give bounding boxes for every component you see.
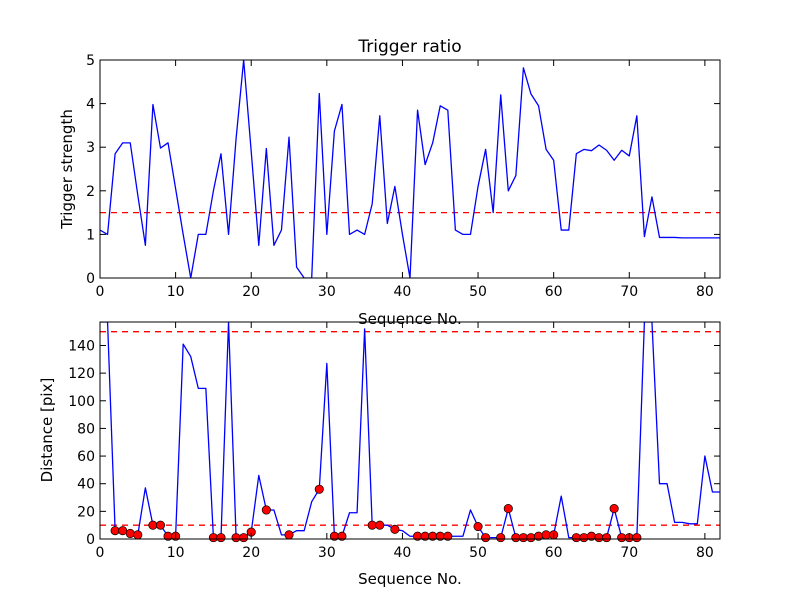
bottom-y-tick-label: 120: [68, 366, 95, 382]
top-x-tick-label: 50: [469, 284, 487, 300]
bottom-x-tick-label: 70: [620, 545, 638, 561]
top-y-tick-label: 3: [86, 140, 95, 156]
bottom-x-tick-label: 40: [394, 545, 412, 561]
bottom-marker-point: [148, 520, 158, 530]
chart-title: Trigger ratio: [357, 37, 461, 57]
bottom-marker-point: [481, 533, 491, 543]
bottom-plot-area: 0 10 20 30 40 50 60 70 80 0 20 40 60 80 100 120 140: [68, 321, 721, 561]
bottom-marker-point: [518, 533, 528, 543]
bottom-x-tick-label: 20: [242, 545, 260, 561]
bottom-y-tick-label: 140: [68, 338, 95, 354]
bottom-marker-point: [511, 533, 521, 543]
bottom-clipped-group: [100, 322, 720, 539]
bottom-marker-point: [367, 520, 377, 530]
bottom-y-tick-label: 0: [86, 532, 95, 548]
top-y-tick-label: 0: [86, 271, 95, 287]
top-x-tick-label: 10: [167, 284, 185, 300]
top-clipped-group: [100, 60, 720, 278]
bottom-y-tick-label: 100: [68, 394, 95, 410]
bottom-x-tick-label: 0: [96, 545, 105, 561]
bottom-marker-point: [125, 528, 135, 539]
top-plot-frame: [99, 59, 721, 279]
bottom-marker-point: [594, 533, 604, 543]
bottom-marker-point: [602, 533, 612, 543]
top-x-tick-label: 30: [318, 284, 336, 300]
bottom-marker-point: [337, 531, 347, 541]
bottom-marker-point: [526, 533, 536, 543]
bottom-marker-point: [496, 533, 506, 543]
top-y-tick-label: 1: [86, 227, 95, 243]
bottom-x-axis-label: Sequence No.: [358, 570, 462, 588]
top-x-tick-label: 70: [620, 284, 638, 300]
bottom-marker-point: [314, 484, 324, 494]
bottom-marker-point: [632, 533, 642, 543]
trigger-ratio-panel: Trigger ratio Sequence No. Trigger stren…: [58, 37, 721, 328]
top-y-tick-label: 2: [86, 184, 95, 200]
bottom-x-tick-label: 80: [696, 545, 714, 561]
top-y-tick-label: 4: [86, 97, 95, 113]
top-x-tick-label: 0: [96, 284, 105, 300]
bottom-marker-point: [231, 533, 241, 543]
top-plot-area: 0 10 20 30 40 50 60 70 80 0 1 2 3 4 5: [86, 53, 721, 300]
bottom-marker-point: [284, 530, 294, 540]
bottom-y-axis-label: Distance [pix]: [38, 378, 56, 483]
bottom-marker-point: [239, 533, 249, 543]
bottom-marker-point: [473, 522, 483, 532]
top-y-tick-label: 5: [86, 53, 95, 69]
bottom-marker-point: [208, 533, 218, 543]
bottom-marker-point: [503, 504, 513, 514]
bottom-marker-point: [579, 533, 589, 543]
top-x-tick-label: 40: [394, 284, 412, 300]
top-x-tick-label: 20: [242, 284, 260, 300]
bottom-marker-point: [609, 504, 619, 514]
bottom-marker-point: [110, 526, 120, 536]
bottom-marker-point: [261, 505, 271, 515]
bottom-marker-point: [375, 520, 385, 530]
bottom-x-tick-label: 60: [545, 545, 563, 561]
bottom-y-tick-label: 80: [77, 421, 95, 437]
bottom-x-tick-label: 50: [469, 545, 487, 561]
bottom-y-tick-label: 20: [77, 504, 95, 520]
top-x-axis-label: Sequence No.: [358, 310, 462, 328]
bottom-y-tick-label: 60: [77, 449, 95, 465]
bottom-marker-point: [390, 524, 400, 534]
bottom-plot-frame: [99, 321, 721, 540]
bottom-marker-point: [216, 533, 226, 543]
bottom-y-tick-label: 40: [77, 477, 95, 493]
bottom-marker-point: [133, 530, 143, 540]
bottom-marker-point: [118, 526, 128, 536]
bottom-marker-point: [541, 530, 551, 540]
bottom-marker-point: [617, 533, 627, 543]
top-x-tick-label: 80: [696, 284, 714, 300]
top-y-axis-label: Trigger strength: [58, 109, 76, 230]
bottom-series-line: [100, 322, 720, 539]
bottom-marker-point: [571, 533, 581, 543]
bottom-marker-point: [155, 520, 166, 530]
top-series-line: [100, 60, 720, 278]
distance-panel: Sequence No. Distance [pix] 0 10 20 30 40 50 6…: [38, 321, 721, 588]
bottom-x-tick-label: 30: [318, 545, 336, 561]
top-x-tick-label: 60: [545, 284, 563, 300]
bottom-x-tick-label: 10: [167, 545, 185, 561]
bottom-marker-point: [443, 531, 453, 541]
